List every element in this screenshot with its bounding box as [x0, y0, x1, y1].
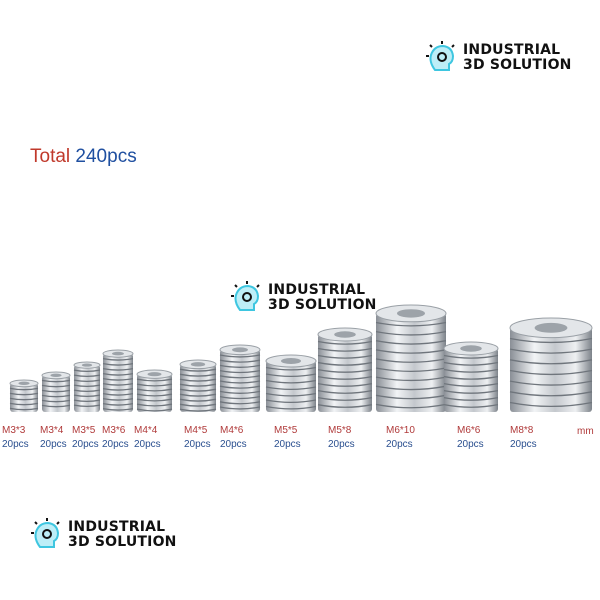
- quantity-label: 20pcs: [134, 439, 161, 450]
- logo-line1: INDUSTRIAL: [268, 282, 366, 298]
- quantity-label: 20pcs: [102, 439, 129, 450]
- hex-socket: [534, 322, 568, 333]
- set-screw: [102, 349, 134, 412]
- size-label: M8*8: [510, 425, 534, 436]
- size-label: M6*6: [457, 425, 481, 436]
- logo-bottom-left: INDUSTRIAL 3D SOLUTION: [30, 517, 177, 553]
- quantity-label: 20pcs: [40, 439, 67, 450]
- size-label: M4*5: [184, 425, 208, 436]
- quantity-label: 20pcs: [2, 439, 29, 450]
- hex-socket: [232, 347, 248, 353]
- size-label: M3*5: [72, 425, 96, 436]
- lightbulb-gear-icon: [231, 281, 260, 311]
- total-label: Total: [30, 146, 71, 167]
- set-screw: [136, 369, 173, 412]
- lightbulb-gear-icon: [31, 518, 60, 548]
- lightbulb-gear-icon: [426, 41, 455, 71]
- set-screw: [9, 379, 39, 412]
- quantity-label: 20pcs: [72, 439, 99, 450]
- logo-line1: INDUSTRIAL: [463, 42, 561, 58]
- hex-socket: [147, 372, 162, 377]
- logo-line1: INDUSTRIAL: [68, 519, 166, 535]
- set-screw: [375, 304, 447, 412]
- set-screw: [509, 317, 593, 412]
- hex-socket: [460, 345, 482, 352]
- total-value: 240pcs: [75, 146, 137, 167]
- set-screw: [41, 371, 71, 412]
- hex-socket: [50, 373, 62, 378]
- hex-socket: [190, 362, 206, 367]
- logo-top-right: INDUSTRIAL 3D SOLUTION: [425, 40, 572, 76]
- quantity-label: 20pcs: [386, 439, 413, 450]
- logo-center: INDUSTRIAL 3D SOLUTION: [230, 280, 377, 316]
- logo-line2: 3D SOLUTION: [68, 534, 177, 550]
- size-label: M5*5: [274, 425, 298, 436]
- set-screw: [443, 341, 499, 412]
- quantity-label: 20pcs: [328, 439, 355, 450]
- size-label: M6*10: [386, 425, 415, 436]
- size-label: M3*4: [40, 425, 64, 436]
- hex-socket: [397, 309, 425, 318]
- size-label: M5*8: [328, 425, 352, 436]
- logo-line2: 3D SOLUTION: [268, 297, 377, 313]
- set-screw: [219, 344, 261, 412]
- size-label: M3*3: [2, 425, 26, 436]
- hex-socket: [18, 381, 30, 386]
- quantity-label: 20pcs: [220, 439, 247, 450]
- size-label: M3*6: [102, 425, 126, 436]
- quantity-label: 20pcs: [510, 439, 537, 450]
- hex-socket: [281, 358, 301, 364]
- unit-label: mm: [577, 426, 594, 437]
- hex-socket: [334, 331, 356, 338]
- hex-socket: [112, 351, 124, 356]
- hex-socket: [81, 363, 93, 367]
- set-screw: [179, 359, 217, 412]
- quantity-label: 20pcs: [274, 439, 301, 450]
- set-screw: [265, 354, 317, 412]
- quantity-label: 20pcs: [457, 439, 484, 450]
- size-label: M4*4: [134, 425, 158, 436]
- size-label: M4*6: [220, 425, 244, 436]
- logo-line2: 3D SOLUTION: [463, 57, 572, 73]
- total-count: Total 240pcs: [30, 146, 137, 168]
- set-screw: [317, 327, 373, 412]
- set-screw: [73, 361, 101, 412]
- quantity-label: 20pcs: [184, 439, 211, 450]
